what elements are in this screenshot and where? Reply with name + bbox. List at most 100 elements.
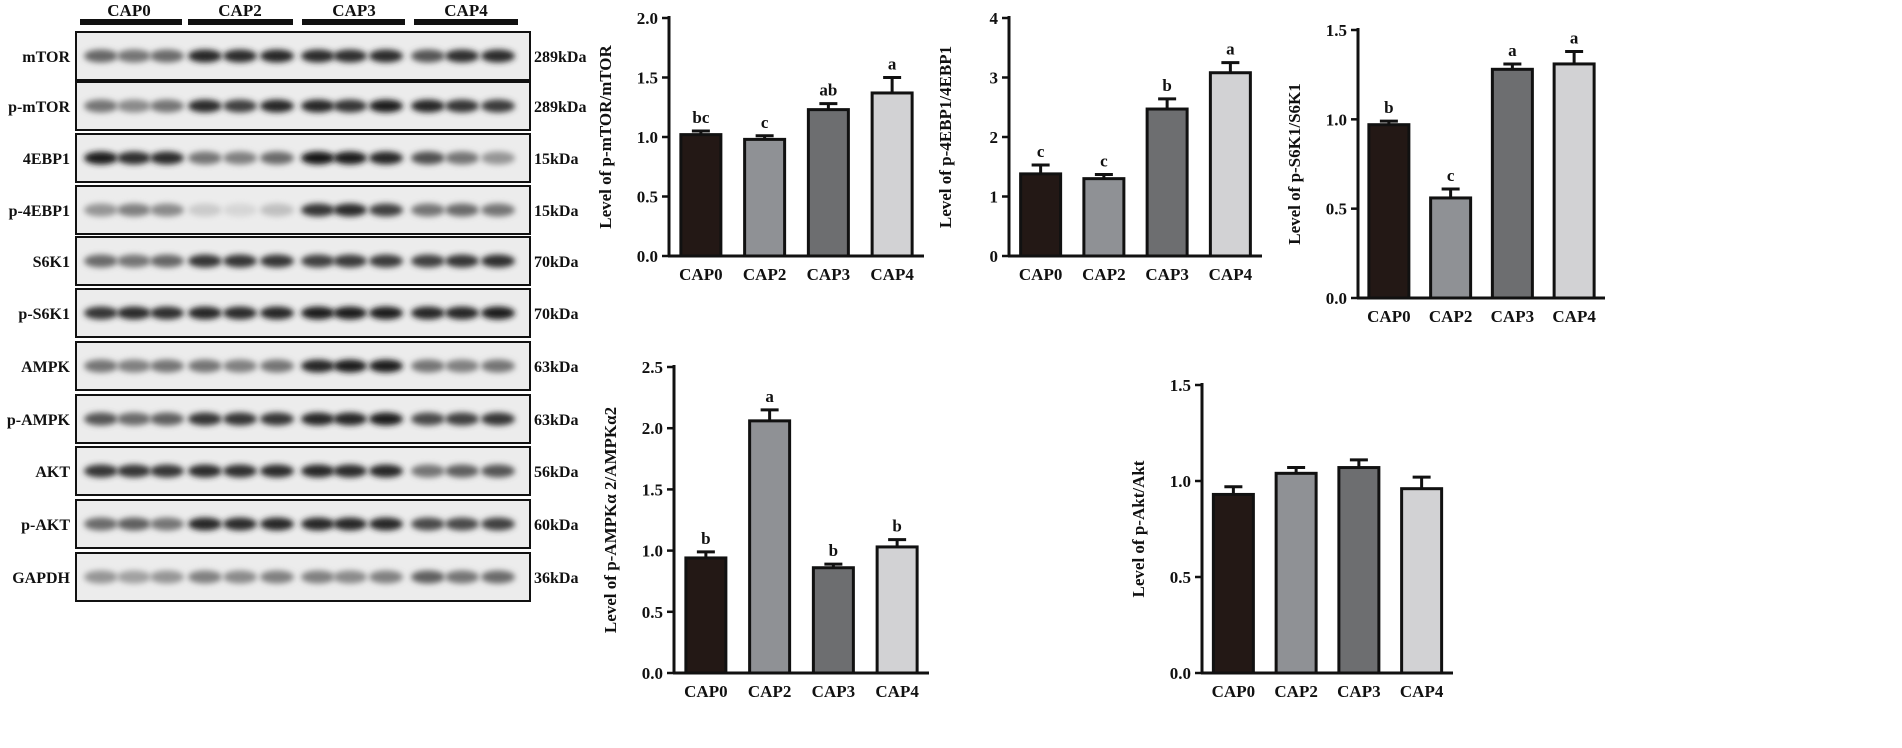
band xyxy=(411,99,445,113)
band xyxy=(150,517,184,531)
band xyxy=(223,517,257,531)
group-bar xyxy=(80,19,182,25)
band xyxy=(445,203,479,217)
y-axis-label: Level of p-S6K1/S6K1 xyxy=(1285,83,1304,245)
significance-letter: c xyxy=(1037,142,1045,161)
band xyxy=(150,306,184,320)
y-tick-label: 0.0 xyxy=(1326,289,1347,308)
band xyxy=(369,99,403,113)
band xyxy=(84,412,118,426)
band xyxy=(223,412,257,426)
bar xyxy=(1400,487,1444,675)
band xyxy=(301,359,335,373)
band xyxy=(411,151,445,165)
band xyxy=(223,464,257,478)
bar xyxy=(870,91,914,258)
y-tick-label: 0.0 xyxy=(1170,664,1191,683)
band xyxy=(150,99,184,113)
significance-letter: b xyxy=(892,517,901,536)
band xyxy=(84,203,118,217)
band xyxy=(150,254,184,268)
band xyxy=(260,99,294,113)
band xyxy=(150,464,184,478)
band xyxy=(333,464,367,478)
band xyxy=(369,412,403,426)
group-label: CAP2 xyxy=(218,1,261,20)
y-tick-label: 1.0 xyxy=(1170,472,1191,491)
x-tick-label: CAP3 xyxy=(1491,307,1534,326)
y-tick-label: 0.5 xyxy=(637,188,658,207)
band xyxy=(445,359,479,373)
band xyxy=(260,203,294,217)
band xyxy=(223,570,257,584)
protein-label: mTOR xyxy=(22,49,70,66)
band xyxy=(223,306,257,320)
y-tick-label: 0.0 xyxy=(642,664,663,683)
band xyxy=(333,570,367,584)
y-tick-label: 1.0 xyxy=(1326,110,1347,129)
band xyxy=(260,151,294,165)
x-tick-label: CAP0 xyxy=(1019,265,1062,284)
y-tick-label: 1.5 xyxy=(642,480,663,499)
band xyxy=(188,517,222,531)
band xyxy=(481,49,515,63)
band xyxy=(117,359,151,373)
group-bar xyxy=(302,19,405,25)
y-axis-label: Level of p-Akt/Akt xyxy=(1129,460,1148,597)
band xyxy=(150,412,184,426)
protein-label: p-S6K1 xyxy=(18,306,70,323)
x-tick-label: CAP3 xyxy=(812,682,855,701)
band xyxy=(333,49,367,63)
band xyxy=(301,517,335,531)
bar xyxy=(1337,466,1381,675)
bar xyxy=(811,566,855,675)
band xyxy=(84,306,118,320)
band xyxy=(369,359,403,373)
band xyxy=(188,203,222,217)
bar xyxy=(743,137,787,258)
band xyxy=(411,203,445,217)
x-tick-label: CAP2 xyxy=(748,682,791,701)
significance-letter: a xyxy=(888,55,897,74)
band xyxy=(260,517,294,531)
protein-label: GAPDH xyxy=(12,570,70,587)
bar xyxy=(875,545,919,675)
band xyxy=(301,412,335,426)
y-tick-label: 1.0 xyxy=(637,128,658,147)
band xyxy=(188,412,222,426)
kda-label: 36kDa xyxy=(534,570,578,587)
band xyxy=(260,412,294,426)
band xyxy=(411,570,445,584)
band xyxy=(117,412,151,426)
band xyxy=(333,306,367,320)
band xyxy=(481,517,515,531)
band xyxy=(301,49,335,63)
y-tick-label: 1.5 xyxy=(637,69,658,88)
band xyxy=(301,570,335,584)
band xyxy=(301,151,335,165)
kda-label: 63kDa xyxy=(534,412,578,429)
band xyxy=(301,203,335,217)
band xyxy=(369,203,403,217)
band xyxy=(260,570,294,584)
band xyxy=(84,359,118,373)
band xyxy=(188,99,222,113)
band xyxy=(117,517,151,531)
band xyxy=(301,464,335,478)
y-tick-label: 0 xyxy=(990,247,999,266)
bar xyxy=(806,108,850,258)
band xyxy=(301,99,335,113)
band xyxy=(260,254,294,268)
band xyxy=(84,49,118,63)
significance-letter: b xyxy=(1162,76,1171,95)
band xyxy=(117,570,151,584)
kda-label: 15kDa xyxy=(534,203,578,220)
group-bar xyxy=(188,19,293,25)
band xyxy=(369,570,403,584)
significance-letter: ab xyxy=(819,81,837,100)
bar xyxy=(748,419,792,675)
blot-svg: CAP0 CAP2 CAP3 CAP4 mTOR 289kDa p-mTOR 289kDa 4E… xyxy=(7,1,586,602)
y-tick-label: 0.5 xyxy=(1170,568,1191,587)
band xyxy=(84,464,118,478)
band xyxy=(117,151,151,165)
